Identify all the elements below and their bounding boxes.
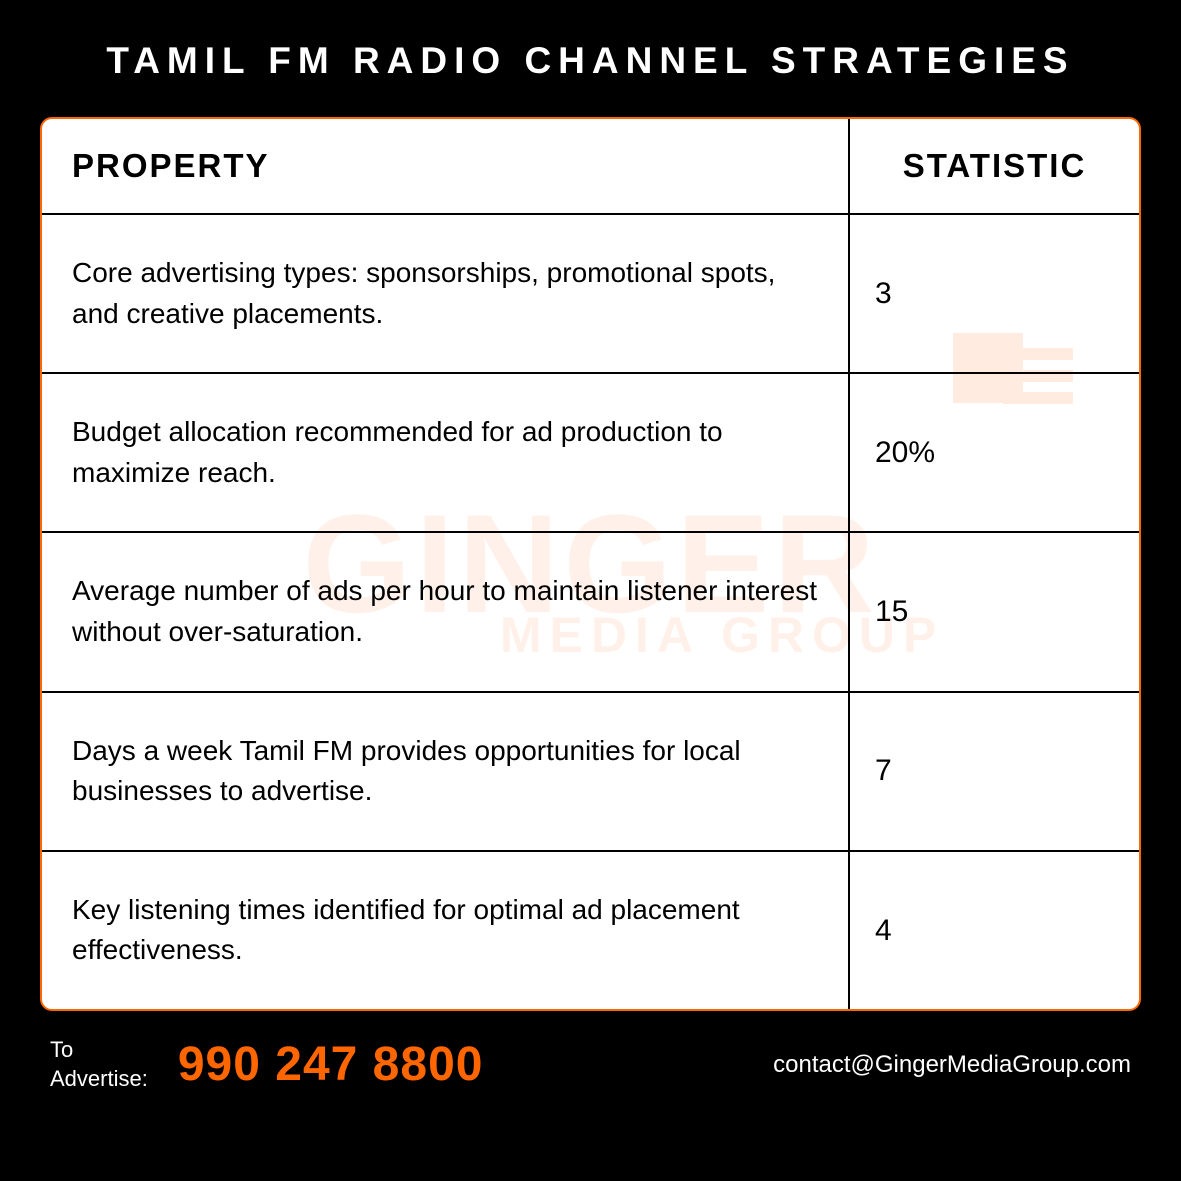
- advertise-label-line1: To: [50, 1037, 73, 1062]
- statistic-cell: 20%: [849, 373, 1139, 532]
- property-cell: Budget allocation recommended for ad pro…: [42, 373, 849, 532]
- phone-number: 990 247 8800: [178, 1037, 484, 1092]
- property-cell: Days a week Tamil FM provides opportunit…: [42, 692, 849, 851]
- advertise-label-line2: Advertise:: [50, 1066, 148, 1091]
- property-cell: Key listening times identified for optim…: [42, 851, 849, 1009]
- advertise-label: To Advertise:: [50, 1036, 148, 1093]
- page-container: TAMIL FM RADIO CHANNEL STRATEGIES GINGER…: [0, 0, 1181, 1181]
- table-row: Key listening times identified for optim…: [42, 851, 1139, 1009]
- contact-email: contact@GingerMediaGroup.com: [773, 1051, 1131, 1079]
- property-cell: Core advertising types: sponsorships, pr…: [42, 214, 849, 373]
- statistic-cell: 4: [849, 851, 1139, 1009]
- table-row: Average number of ads per hour to mainta…: [42, 532, 1139, 691]
- table-header-row: PROPERTY STATISTIC: [42, 119, 1139, 214]
- table-wrapper: GINGER MEDIA GROUP PROPERTY STATISTIC Co…: [40, 117, 1141, 1011]
- footer: To Advertise: 990 247 8800 contact@Ginge…: [40, 1036, 1141, 1093]
- column-header-statistic: STATISTIC: [849, 119, 1139, 214]
- property-cell: Average number of ads per hour to mainta…: [42, 532, 849, 691]
- page-title: TAMIL FM RADIO CHANNEL STRATEGIES: [40, 40, 1141, 82]
- table-row: Core advertising types: sponsorships, pr…: [42, 214, 1139, 373]
- strategies-table: PROPERTY STATISTIC Core advertising type…: [42, 119, 1139, 1009]
- statistic-cell: 15: [849, 532, 1139, 691]
- column-header-property: PROPERTY: [42, 119, 849, 214]
- table-row: Budget allocation recommended for ad pro…: [42, 373, 1139, 532]
- statistic-cell: 7: [849, 692, 1139, 851]
- table-row: Days a week Tamil FM provides opportunit…: [42, 692, 1139, 851]
- statistic-cell: 3: [849, 214, 1139, 373]
